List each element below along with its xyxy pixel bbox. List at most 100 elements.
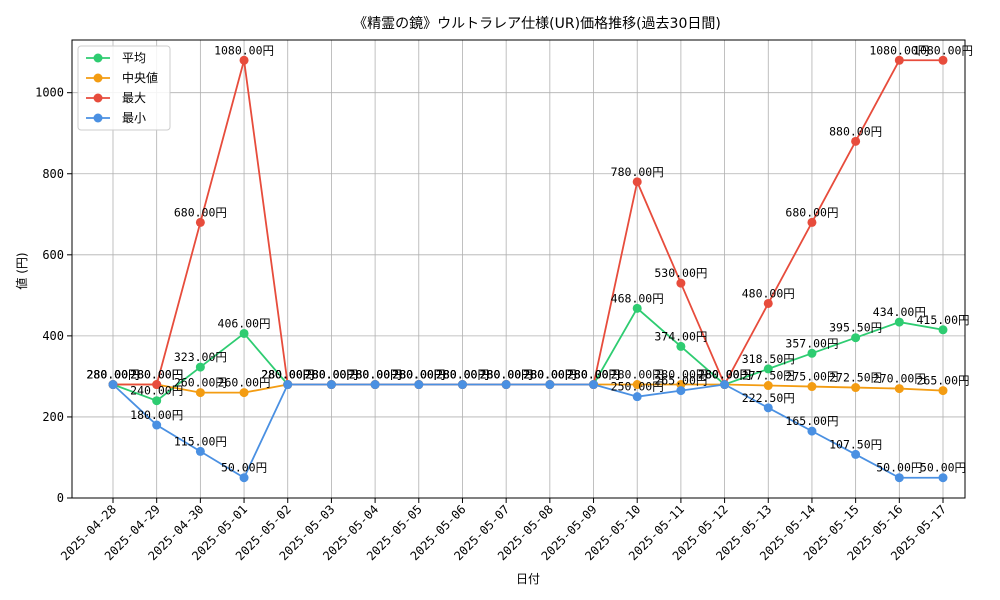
- data-point: [894, 384, 904, 394]
- data-label: 280.00円: [436, 368, 489, 382]
- data-label: 280.00円: [349, 368, 402, 382]
- data-label: 260.00円: [218, 376, 271, 390]
- data-point: [632, 177, 642, 187]
- data-label: 415.00円: [916, 313, 969, 327]
- data-point: [545, 380, 555, 390]
- data-label: 480.00円: [742, 286, 795, 300]
- data-point: [283, 380, 293, 390]
- series-lines: [108, 55, 948, 483]
- legend-marker: [93, 53, 103, 63]
- data-label: 280.00円: [523, 368, 576, 382]
- data-point: [938, 325, 948, 335]
- data-point: [370, 380, 380, 390]
- data-label: 280.00円: [436, 368, 489, 382]
- data-label: 468.00円: [611, 291, 664, 305]
- data-label: 280.00円: [305, 368, 358, 382]
- data-point: [152, 420, 162, 430]
- data-label: 280.00円: [349, 368, 402, 382]
- data-label: 406.00円: [218, 316, 271, 330]
- data-point: [414, 380, 424, 390]
- data-label: 1080.00円: [214, 43, 274, 57]
- data-label: 222.50円: [742, 391, 795, 405]
- legend-marker: [93, 73, 103, 83]
- data-point: [938, 55, 948, 65]
- y-tick-label: 600: [42, 248, 64, 262]
- data-point: [195, 362, 205, 372]
- data-point: [676, 386, 686, 396]
- data-label: 265.00円: [916, 374, 969, 388]
- data-point: [239, 388, 249, 398]
- data-label: 280.00円: [305, 368, 358, 382]
- data-point: [894, 473, 904, 483]
- data-label: 50.00円: [876, 461, 922, 475]
- data-label: 280.00円: [86, 368, 139, 382]
- data-label: 395.50円: [829, 321, 882, 335]
- data-label: 280.00円: [261, 368, 314, 382]
- data-point: [851, 333, 861, 343]
- data-label: 280.00円: [698, 368, 751, 382]
- data-label: 280.00円: [305, 368, 358, 382]
- data-point: [851, 136, 861, 146]
- data-label: 280.00円: [567, 368, 620, 382]
- data-label: 680.00円: [785, 205, 838, 219]
- data-label: 280.00円: [130, 368, 183, 382]
- data-point: [239, 473, 249, 483]
- data-label: 530.00円: [654, 266, 707, 280]
- data-point: [108, 380, 118, 390]
- y-tick-label: 1000: [35, 86, 64, 100]
- data-label: 250.00円: [611, 380, 664, 394]
- data-label: 280.00円: [480, 368, 533, 382]
- data-label: 280.00円: [567, 368, 620, 382]
- legend-box: [77, 45, 171, 131]
- data-point: [938, 473, 948, 483]
- data-label: 280.00円: [611, 368, 664, 382]
- data-label: 280.00円: [392, 368, 445, 382]
- plot-frame: [71, 39, 966, 499]
- data-point: [807, 382, 817, 392]
- data-label: 272.50円: [829, 371, 882, 385]
- data-label: 280.00円: [523, 368, 576, 382]
- data-label: 280.00円: [698, 368, 751, 382]
- data-label: 280.00円: [130, 368, 183, 382]
- data-label: 280.00円: [436, 368, 489, 382]
- data-label: 780.00円: [611, 165, 664, 179]
- x-axis-title: 日付: [516, 572, 540, 586]
- data-point: [632, 380, 642, 390]
- legend-marker: [93, 113, 103, 123]
- data-label: 115.00円: [174, 434, 227, 448]
- data-label: 280.00円: [480, 368, 533, 382]
- data-label: 165.00円: [785, 414, 838, 428]
- chart-title: 《精霊の鏡》ウルトラレア仕様(UR)価格推移(過去30日間): [353, 16, 721, 32]
- data-label: 240.00円: [130, 384, 183, 398]
- data-point: [851, 449, 861, 459]
- legend-marker: [93, 93, 103, 103]
- data-label: 280.00円: [349, 368, 402, 382]
- data-label: 1080.00円: [913, 43, 973, 57]
- data-label: 280.00円: [698, 368, 751, 382]
- data-labels: 280.00円240.00円323.00円406.00円280.00円280.0…: [86, 43, 973, 474]
- data-label: 280.00円: [567, 368, 620, 382]
- data-point: [632, 303, 642, 313]
- data-point: [457, 380, 467, 390]
- data-label: 260.00円: [174, 376, 227, 390]
- data-label: 50.00円: [920, 461, 966, 475]
- data-label: 280.00円: [349, 368, 402, 382]
- legend-label: 中央値: [122, 70, 158, 85]
- data-point: [807, 217, 817, 227]
- data-point: [326, 380, 336, 390]
- data-point: [938, 386, 948, 396]
- data-point: [501, 380, 511, 390]
- y-tick-label: 200: [42, 410, 64, 424]
- data-label: 374.00円: [654, 329, 707, 343]
- data-point: [239, 55, 249, 65]
- data-label: 880.00円: [829, 124, 882, 138]
- data-label: 50.00円: [221, 461, 267, 475]
- data-label: 180.00円: [130, 408, 183, 422]
- data-point: [676, 341, 686, 351]
- y-tick-label: 400: [42, 329, 64, 343]
- data-label: 280.00円: [261, 368, 314, 382]
- data-label: 275.00円: [785, 370, 838, 384]
- data-label: 323.00円: [174, 350, 227, 364]
